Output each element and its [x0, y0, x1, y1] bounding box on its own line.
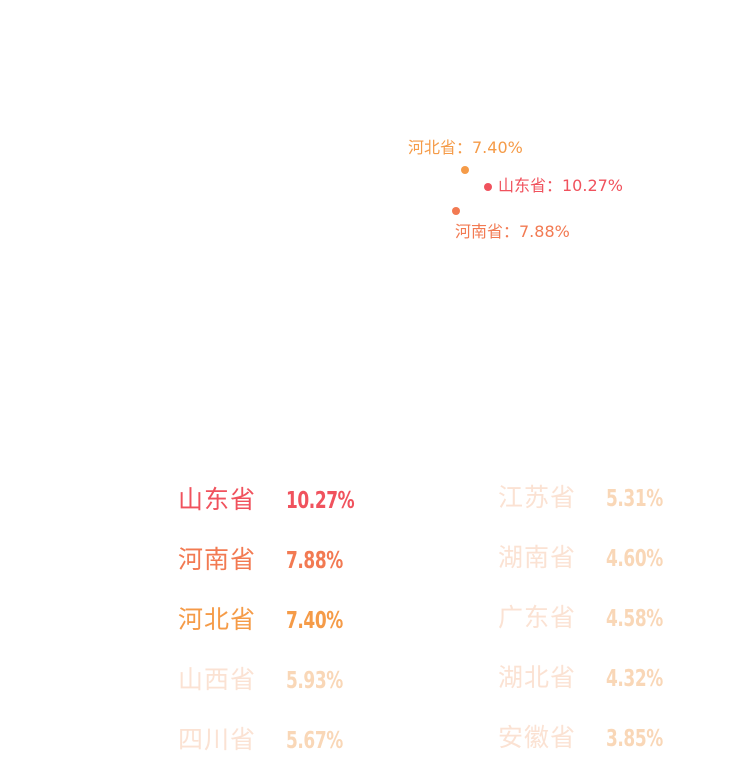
ranking-row: 山西省 5.93% — [178, 660, 355, 700]
province-name: 山东省 — [178, 485, 257, 514]
map-area: 河北省：7.40% 山东省：10.27% 河南省：7.88% — [408, 138, 624, 241]
province-value: 4.32% — [606, 666, 663, 692]
ranking-row: 河南省 7.88% — [178, 540, 355, 580]
province-name: 河北省 — [178, 605, 257, 634]
province-ranking: 山东省 10.27% 河南省 7.88% 河北省 7.40% 山西省 5.93%… — [0, 478, 750, 754]
province-name: 江苏省 — [498, 483, 577, 512]
ranking-row: 安徽省 3.85% — [498, 718, 675, 758]
province-value: 7.40% — [286, 608, 343, 634]
map-point-shandong[interactable] — [484, 183, 492, 191]
province-value: 4.58% — [606, 606, 663, 632]
ranking-row: 江苏省 5.31% — [498, 478, 675, 518]
province-name: 湖南省 — [498, 543, 577, 572]
province-name: 安徽省 — [498, 723, 577, 752]
province-name: 四川省 — [178, 725, 257, 754]
province-value: 5.93% — [286, 668, 343, 694]
map-label-henan: 河南省：7.88% — [455, 222, 570, 241]
map-point-hebei[interactable] — [461, 166, 469, 174]
ranking-row: 湖北省 4.32% — [498, 658, 675, 698]
province-name: 河南省 — [178, 545, 257, 574]
province-value: 5.67% — [286, 728, 343, 754]
ranking-row: 四川省 5.67% — [178, 720, 355, 760]
ranking-row: 湖南省 4.60% — [498, 538, 675, 578]
province-name: 山西省 — [178, 665, 257, 694]
province-value: 5.31% — [606, 486, 663, 512]
province-value: 3.85% — [606, 726, 663, 752]
ranking-row: 河北省 7.40% — [178, 600, 355, 640]
map-label-hebei: 河北省：7.40% — [408, 138, 523, 157]
province-name: 湖北省 — [498, 663, 577, 692]
province-name: 广东省 — [498, 603, 577, 632]
province-value: 4.60% — [606, 546, 663, 572]
map-label-shandong: 山东省：10.27% — [498, 176, 624, 195]
map-point-henan[interactable] — [452, 207, 460, 215]
province-value: 7.88% — [286, 548, 343, 574]
province-value: 10.27% — [286, 488, 355, 514]
ranking-row: 广东省 4.58% — [498, 598, 675, 638]
ranking-row: 山东省 10.27% — [178, 480, 369, 520]
